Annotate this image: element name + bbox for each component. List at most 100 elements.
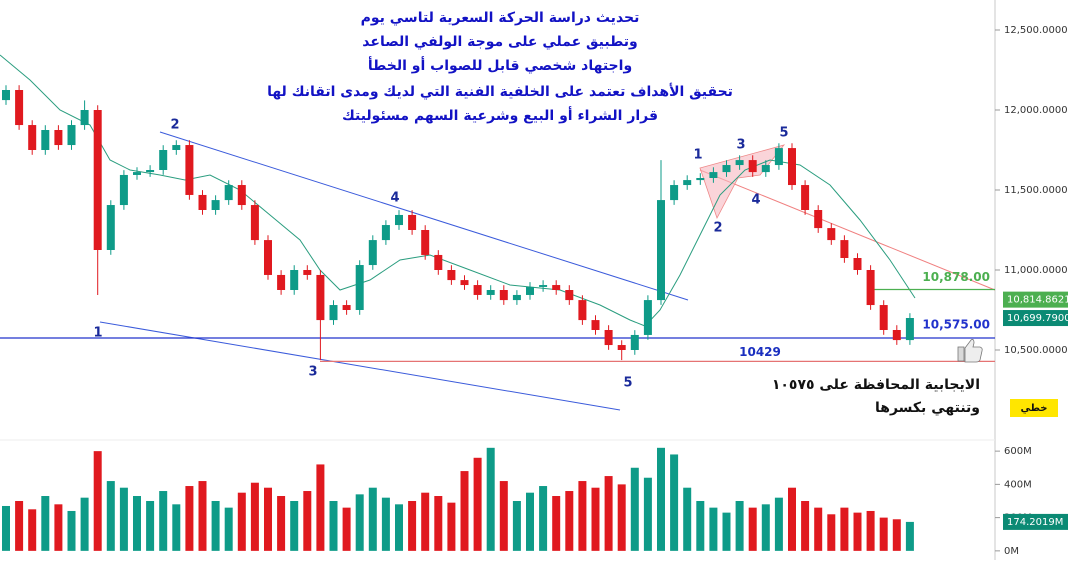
wave-label: 2: [713, 221, 722, 236]
candle-body: [355, 265, 364, 310]
volume-bar: [866, 510, 875, 551]
candle-body: [801, 185, 810, 210]
price-marker: [1003, 291, 1068, 308]
volume-bar: [198, 481, 207, 551]
volume-bar: [395, 504, 403, 551]
candle-body: [28, 125, 37, 150]
volume-bar: [512, 500, 521, 551]
volume-bar: [617, 484, 626, 551]
candle-body: [552, 285, 561, 290]
price-marker: [1003, 310, 1068, 327]
trend-line: [99, 321, 621, 411]
candle-body: [93, 110, 102, 250]
style-label[interactable]: خطي: [1020, 403, 1047, 414]
volume-bar: [2, 505, 10, 551]
candle-body: [473, 285, 482, 295]
style-badge[interactable]: [1010, 399, 1058, 417]
moving-average: [0, 54, 916, 327]
candle-body: [866, 270, 875, 306]
candle-body: [696, 178, 705, 181]
wave-label: 4: [751, 193, 760, 208]
candle-body: [316, 274, 325, 321]
volume-bar: [526, 492, 534, 551]
volume-bar: [892, 519, 901, 551]
volume-bar: [329, 500, 338, 551]
volume-bar: [277, 496, 286, 551]
target-line: [699, 169, 996, 291]
volume-bar: [368, 487, 377, 551]
candle-body: [185, 145, 194, 195]
volume-bar: [67, 510, 76, 551]
volume-bar: [211, 500, 220, 551]
candle-body: [499, 290, 508, 301]
y-tick-label: 12,000.0000: [1004, 105, 1068, 116]
candle-body: [250, 205, 259, 241]
volume-bar: [146, 500, 155, 551]
candles: [2, 85, 914, 551]
price-marker-label: 10,814.8621: [1007, 295, 1068, 306]
candle-body: [578, 300, 587, 321]
volume-bar: [172, 504, 181, 551]
level-label: 10,878.00: [922, 270, 990, 284]
candle-body: [526, 286, 534, 295]
volume-bar: [93, 451, 102, 551]
candle-body: [709, 172, 718, 178]
volume-bar: [788, 487, 796, 551]
volume-bar: [840, 507, 849, 551]
volume-bar: [630, 467, 639, 551]
candle-body: [814, 210, 823, 229]
candle-body: [853, 258, 862, 270]
candle-body: [133, 172, 141, 175]
volume-bar: [28, 509, 37, 551]
volume-bar: [316, 464, 325, 551]
volume-bar: [342, 507, 351, 551]
title-line: قرار الشراء أو البيع وشرعية السهم مسئولي…: [342, 106, 658, 124]
candle-body: [264, 240, 272, 275]
volume-bar: [814, 507, 823, 551]
volume-bar: [657, 447, 665, 551]
volume-tick-label: 0M: [1004, 546, 1019, 557]
candle-body: [329, 305, 338, 321]
volume-bar: [722, 512, 731, 551]
volume-bar: [460, 471, 469, 551]
volume-bar: [709, 507, 718, 551]
candle-body: [434, 254, 443, 270]
candle-body: [277, 274, 286, 290]
volume-bar: [434, 496, 443, 551]
volume-bar: [421, 492, 430, 551]
candle-body: [41, 130, 50, 150]
volume-bar: [853, 512, 862, 551]
volume-bar: [224, 507, 233, 551]
wave-label: 1: [693, 148, 702, 163]
candle-body: [224, 185, 233, 201]
volume-bar: [552, 496, 561, 551]
volume-bar: [54, 504, 63, 551]
candle-body: [722, 165, 731, 173]
volume-bar: [735, 500, 744, 551]
candle-body: [2, 90, 10, 101]
volume-bar: [643, 477, 652, 551]
volume-bar: [696, 500, 705, 551]
volume-bar: [41, 496, 50, 551]
candle-body: [159, 150, 168, 170]
volume-bar: [250, 482, 259, 551]
candle-body: [67, 125, 76, 146]
volume-bar: [119, 487, 128, 551]
candle-body: [106, 205, 115, 250]
volume-bar: [761, 504, 770, 551]
volume-bar: [683, 487, 692, 551]
volume-bar: [290, 500, 299, 551]
volume-bar: [447, 502, 456, 551]
candle-body: [657, 200, 665, 301]
candle-body: [198, 194, 207, 210]
volume-bar: [408, 500, 417, 551]
volume-bar: [237, 492, 246, 551]
levels: [0, 288, 995, 362]
volume-marker: [1003, 513, 1068, 530]
volume-bar: [486, 447, 495, 551]
candle-body: [617, 345, 626, 350]
candle-body: [381, 225, 390, 241]
candle-body: [119, 174, 128, 206]
volume-bar: [591, 487, 600, 551]
candle-body: [565, 290, 574, 301]
